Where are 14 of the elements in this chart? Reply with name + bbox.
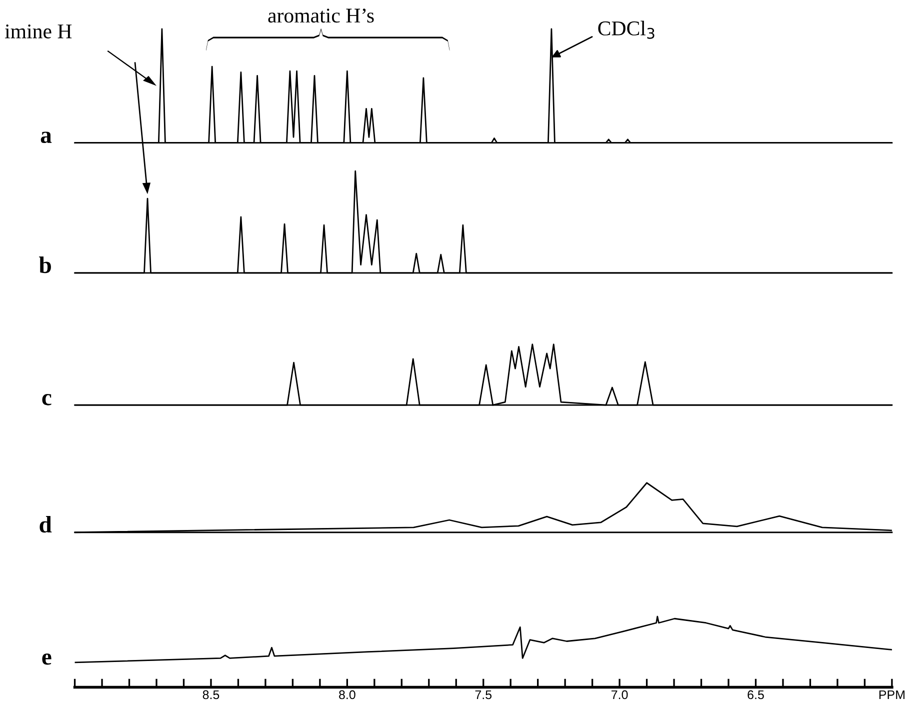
series-label: e [42, 653, 52, 665]
x-tick-label: 6.5 [748, 690, 764, 700]
x-tick-label: 8.0 [339, 690, 356, 700]
x-tick-label: 7.5 [475, 690, 492, 700]
series-label: d [40, 516, 52, 533]
x-tick-label: 7.0 [612, 690, 628, 700]
annotation: CDCl$_{3}$ [598, 20, 654, 39]
series-label: a [40, 132, 52, 144]
series-label: c [42, 394, 52, 406]
series-label: b [39, 256, 51, 274]
text: aromatic H’s [268, 8, 374, 23]
text: imine H [4, 24, 72, 38]
x-tick-label: 8.5 [202, 690, 220, 700]
x-tick-label: PPM [879, 690, 904, 700]
